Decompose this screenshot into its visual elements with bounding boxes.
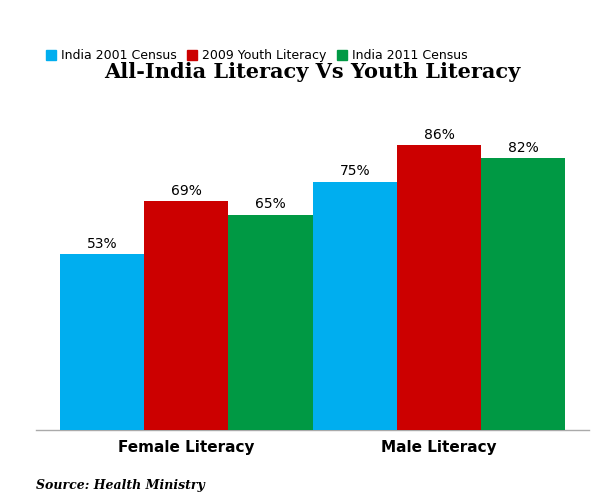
Text: 86%: 86% (424, 128, 455, 142)
Text: 65%: 65% (255, 197, 286, 211)
Bar (481, 159, 565, 430)
Text: 53%: 53% (87, 237, 117, 251)
Bar (60, 254, 144, 430)
Text: Source: Health Ministry: Source: Health Ministry (36, 479, 205, 492)
Bar (144, 202, 228, 430)
Title: All-India Literacy Vs Youth Literacy: All-India Literacy Vs Youth Literacy (104, 62, 521, 82)
Bar (228, 215, 313, 430)
Text: 82%: 82% (508, 141, 538, 155)
Text: 69%: 69% (171, 184, 202, 198)
Bar (397, 145, 481, 430)
Text: 75%: 75% (339, 164, 370, 178)
Bar (313, 182, 397, 430)
Legend: India 2001 Census, 2009 Youth Literacy, India 2011 Census: India 2001 Census, 2009 Youth Literacy, … (42, 45, 471, 66)
